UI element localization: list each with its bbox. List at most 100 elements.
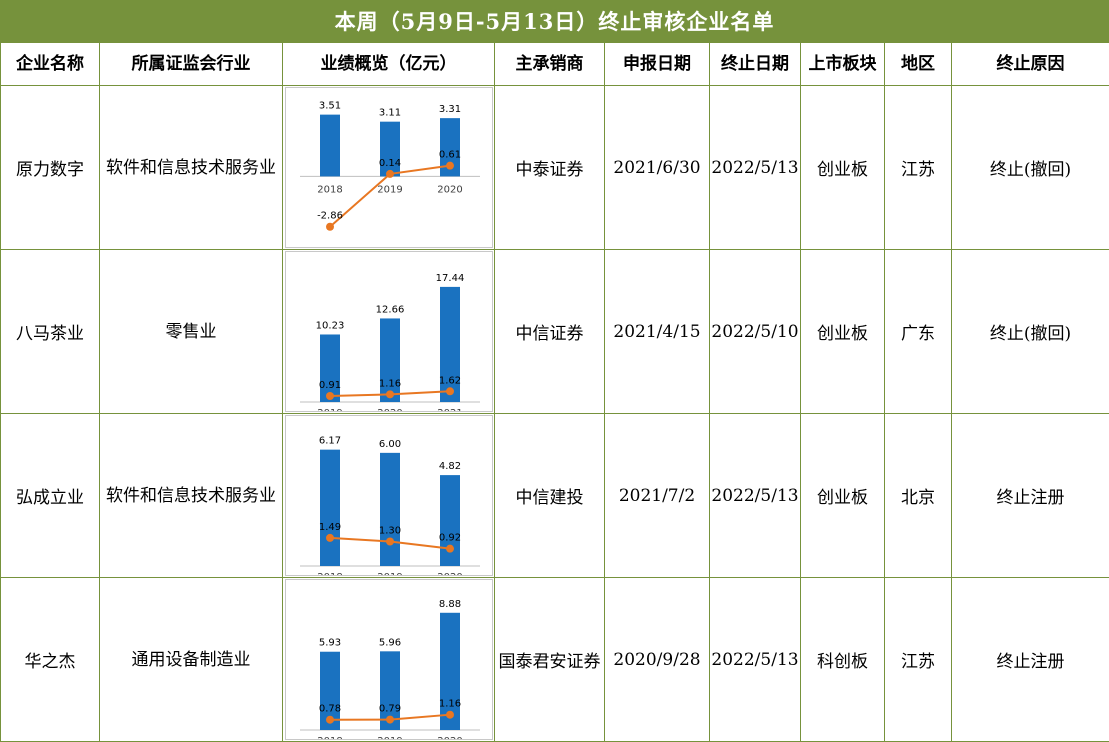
header-apply-date: 申报日期 bbox=[604, 42, 710, 86]
apply-date: 2020/9/28 bbox=[604, 577, 710, 742]
performance-chart-cell: 5.93 5.96 8.88 0.78 0.79 1.16 2018 2019 2020 bbox=[282, 577, 495, 742]
x-tick-label: 2019 bbox=[377, 736, 402, 739]
bar-value-label: 5.96 bbox=[378, 637, 400, 648]
line-value-label: 1.30 bbox=[378, 525, 400, 536]
line-value-label: 0.78 bbox=[318, 704, 340, 715]
bar bbox=[379, 121, 400, 177]
header-board: 上市板块 bbox=[800, 42, 885, 86]
x-tick-label: 2020 bbox=[437, 736, 462, 739]
table-row: 原力数字 软件和信息技术服务业 3.51 3.11 3.31 -2.86 0.14 0.6… bbox=[0, 85, 1109, 250]
apply-date: 2021/4/15 bbox=[604, 249, 710, 414]
performance-chart: 6.17 6.00 4.82 1.49 1.30 0.92 2018 2019 2020 bbox=[299, 436, 480, 575]
x-tick-label: 2019 bbox=[377, 184, 402, 195]
line-point bbox=[325, 222, 334, 231]
x-tick-label: 2019 bbox=[317, 408, 342, 411]
x-tick-label: 2018 bbox=[317, 184, 342, 195]
bar-value-label: 3.11 bbox=[378, 108, 400, 119]
bar-value-label: 12.66 bbox=[375, 304, 404, 315]
line-value-label: 0.79 bbox=[378, 704, 400, 715]
termination-reason: 终止注册 bbox=[951, 413, 1109, 578]
performance-chart-cell: 6.17 6.00 4.82 1.49 1.30 0.92 2018 2019 2020 bbox=[282, 413, 495, 578]
line-point bbox=[325, 715, 334, 724]
bar bbox=[319, 114, 340, 177]
x-tick-label: 2021 bbox=[437, 408, 462, 411]
line-point bbox=[445, 161, 454, 170]
listing-board: 创业板 bbox=[800, 249, 885, 414]
end-date: 2022/5/10 bbox=[709, 249, 801, 414]
bar-value-label: 17.44 bbox=[435, 273, 464, 284]
header-row: 企业名称 所属证监会行业 业绩概览（亿元） 主承销商 申报日期 终止日期 上市板… bbox=[0, 42, 1109, 86]
x-tick-label: 2020 bbox=[437, 572, 462, 575]
bar bbox=[379, 452, 400, 566]
apply-date: 2021/6/30 bbox=[604, 85, 710, 250]
line-point bbox=[325, 391, 334, 400]
line-value-label: 1.16 bbox=[378, 378, 400, 389]
company-name: 原力数字 bbox=[0, 85, 100, 250]
table-row: 弘成立业 软件和信息技术服务业 6.17 6.00 4.82 1.49 1.30 0.92… bbox=[0, 413, 1109, 578]
region: 广东 bbox=[884, 249, 952, 414]
bar-value-label: 6.17 bbox=[318, 436, 340, 447]
line-value-label: 1.16 bbox=[438, 699, 460, 710]
x-tick-label: 2020 bbox=[377, 408, 402, 411]
underwriter: 国泰君安证券 bbox=[494, 577, 605, 742]
bar bbox=[319, 449, 340, 566]
bar-value-label: 10.23 bbox=[315, 320, 344, 331]
bar bbox=[379, 651, 400, 730]
industry: 软件和信息技术服务业 bbox=[99, 413, 283, 578]
termination-reason: 终止(撤回) bbox=[951, 249, 1109, 414]
header-company: 企业名称 bbox=[0, 42, 100, 86]
line-value-label: 0.92 bbox=[438, 533, 460, 544]
region: 江苏 bbox=[884, 577, 952, 742]
page-title: 本周（5月9日-5月13日）终止审核企业名单 bbox=[0, 0, 1109, 42]
line-point bbox=[325, 533, 334, 542]
line-value-label: 0.14 bbox=[378, 158, 400, 169]
header-end-date: 终止日期 bbox=[709, 42, 801, 86]
line-point bbox=[445, 710, 454, 719]
company-name: 华之杰 bbox=[0, 577, 100, 742]
x-tick-label: 2018 bbox=[317, 572, 342, 575]
company-name: 八马茶业 bbox=[0, 249, 100, 414]
x-tick-label: 2018 bbox=[317, 736, 342, 739]
line-value-label: -2.86 bbox=[317, 211, 343, 222]
apply-date: 2021/7/2 bbox=[604, 413, 710, 578]
region: 北京 bbox=[884, 413, 952, 578]
table-row: 华之杰 通用设备制造业 5.93 5.96 8.88 0.78 0.79 1.16 2018… bbox=[0, 577, 1109, 742]
bar bbox=[439, 475, 460, 566]
performance-chart: 5.93 5.96 8.88 0.78 0.79 1.16 2018 2019 2020 bbox=[299, 599, 480, 739]
industry: 零售业 bbox=[99, 249, 283, 414]
bar bbox=[439, 612, 460, 730]
bar-value-label: 3.51 bbox=[318, 101, 340, 112]
listing-board: 创业板 bbox=[800, 85, 885, 250]
performance-chart: 10.23 12.66 17.44 0.91 1.16 1.62 2019 2020 2021 bbox=[299, 273, 480, 411]
table-row: 八马茶业 零售业 10.23 12.66 17.44 0.91 1.16 1.62 2019… bbox=[0, 249, 1109, 414]
bar-value-label: 3.31 bbox=[438, 104, 460, 115]
header-region: 地区 bbox=[884, 42, 952, 86]
line-value-label: 0.61 bbox=[438, 150, 460, 161]
termination-reason: 终止(撤回) bbox=[951, 85, 1109, 250]
industry: 通用设备制造业 bbox=[99, 577, 283, 742]
line-point bbox=[445, 387, 454, 396]
line-value-label: 0.91 bbox=[318, 380, 340, 391]
bar-value-label: 5.93 bbox=[318, 638, 340, 649]
listing-board: 科创板 bbox=[800, 577, 885, 742]
line-point bbox=[445, 544, 454, 553]
line-point bbox=[385, 390, 394, 399]
bar bbox=[439, 286, 460, 402]
bar bbox=[319, 651, 340, 730]
listing-board: 创业板 bbox=[800, 413, 885, 578]
bar bbox=[319, 334, 340, 402]
performance-chart-cell: 3.51 3.11 3.31 -2.86 0.14 0.61 2018 2019 2020 bbox=[282, 85, 495, 250]
bar bbox=[439, 118, 460, 177]
bar-value-label: 6.00 bbox=[378, 439, 400, 450]
termination-reason: 终止注册 bbox=[951, 577, 1109, 742]
bar-value-label: 4.82 bbox=[438, 461, 460, 472]
performance-chart: 3.51 3.11 3.31 -2.86 0.14 0.61 2018 2019 2020 bbox=[299, 101, 480, 231]
end-date: 2022/5/13 bbox=[709, 577, 801, 742]
industry: 软件和信息技术服务业 bbox=[99, 85, 283, 250]
header-underwriter: 主承销商 bbox=[494, 42, 605, 86]
line-point bbox=[385, 715, 394, 724]
underwriter: 中信证券 bbox=[494, 249, 605, 414]
line-point bbox=[385, 537, 394, 546]
header-performance: 业绩概览（亿元） bbox=[282, 42, 495, 86]
end-date: 2022/5/13 bbox=[709, 413, 801, 578]
